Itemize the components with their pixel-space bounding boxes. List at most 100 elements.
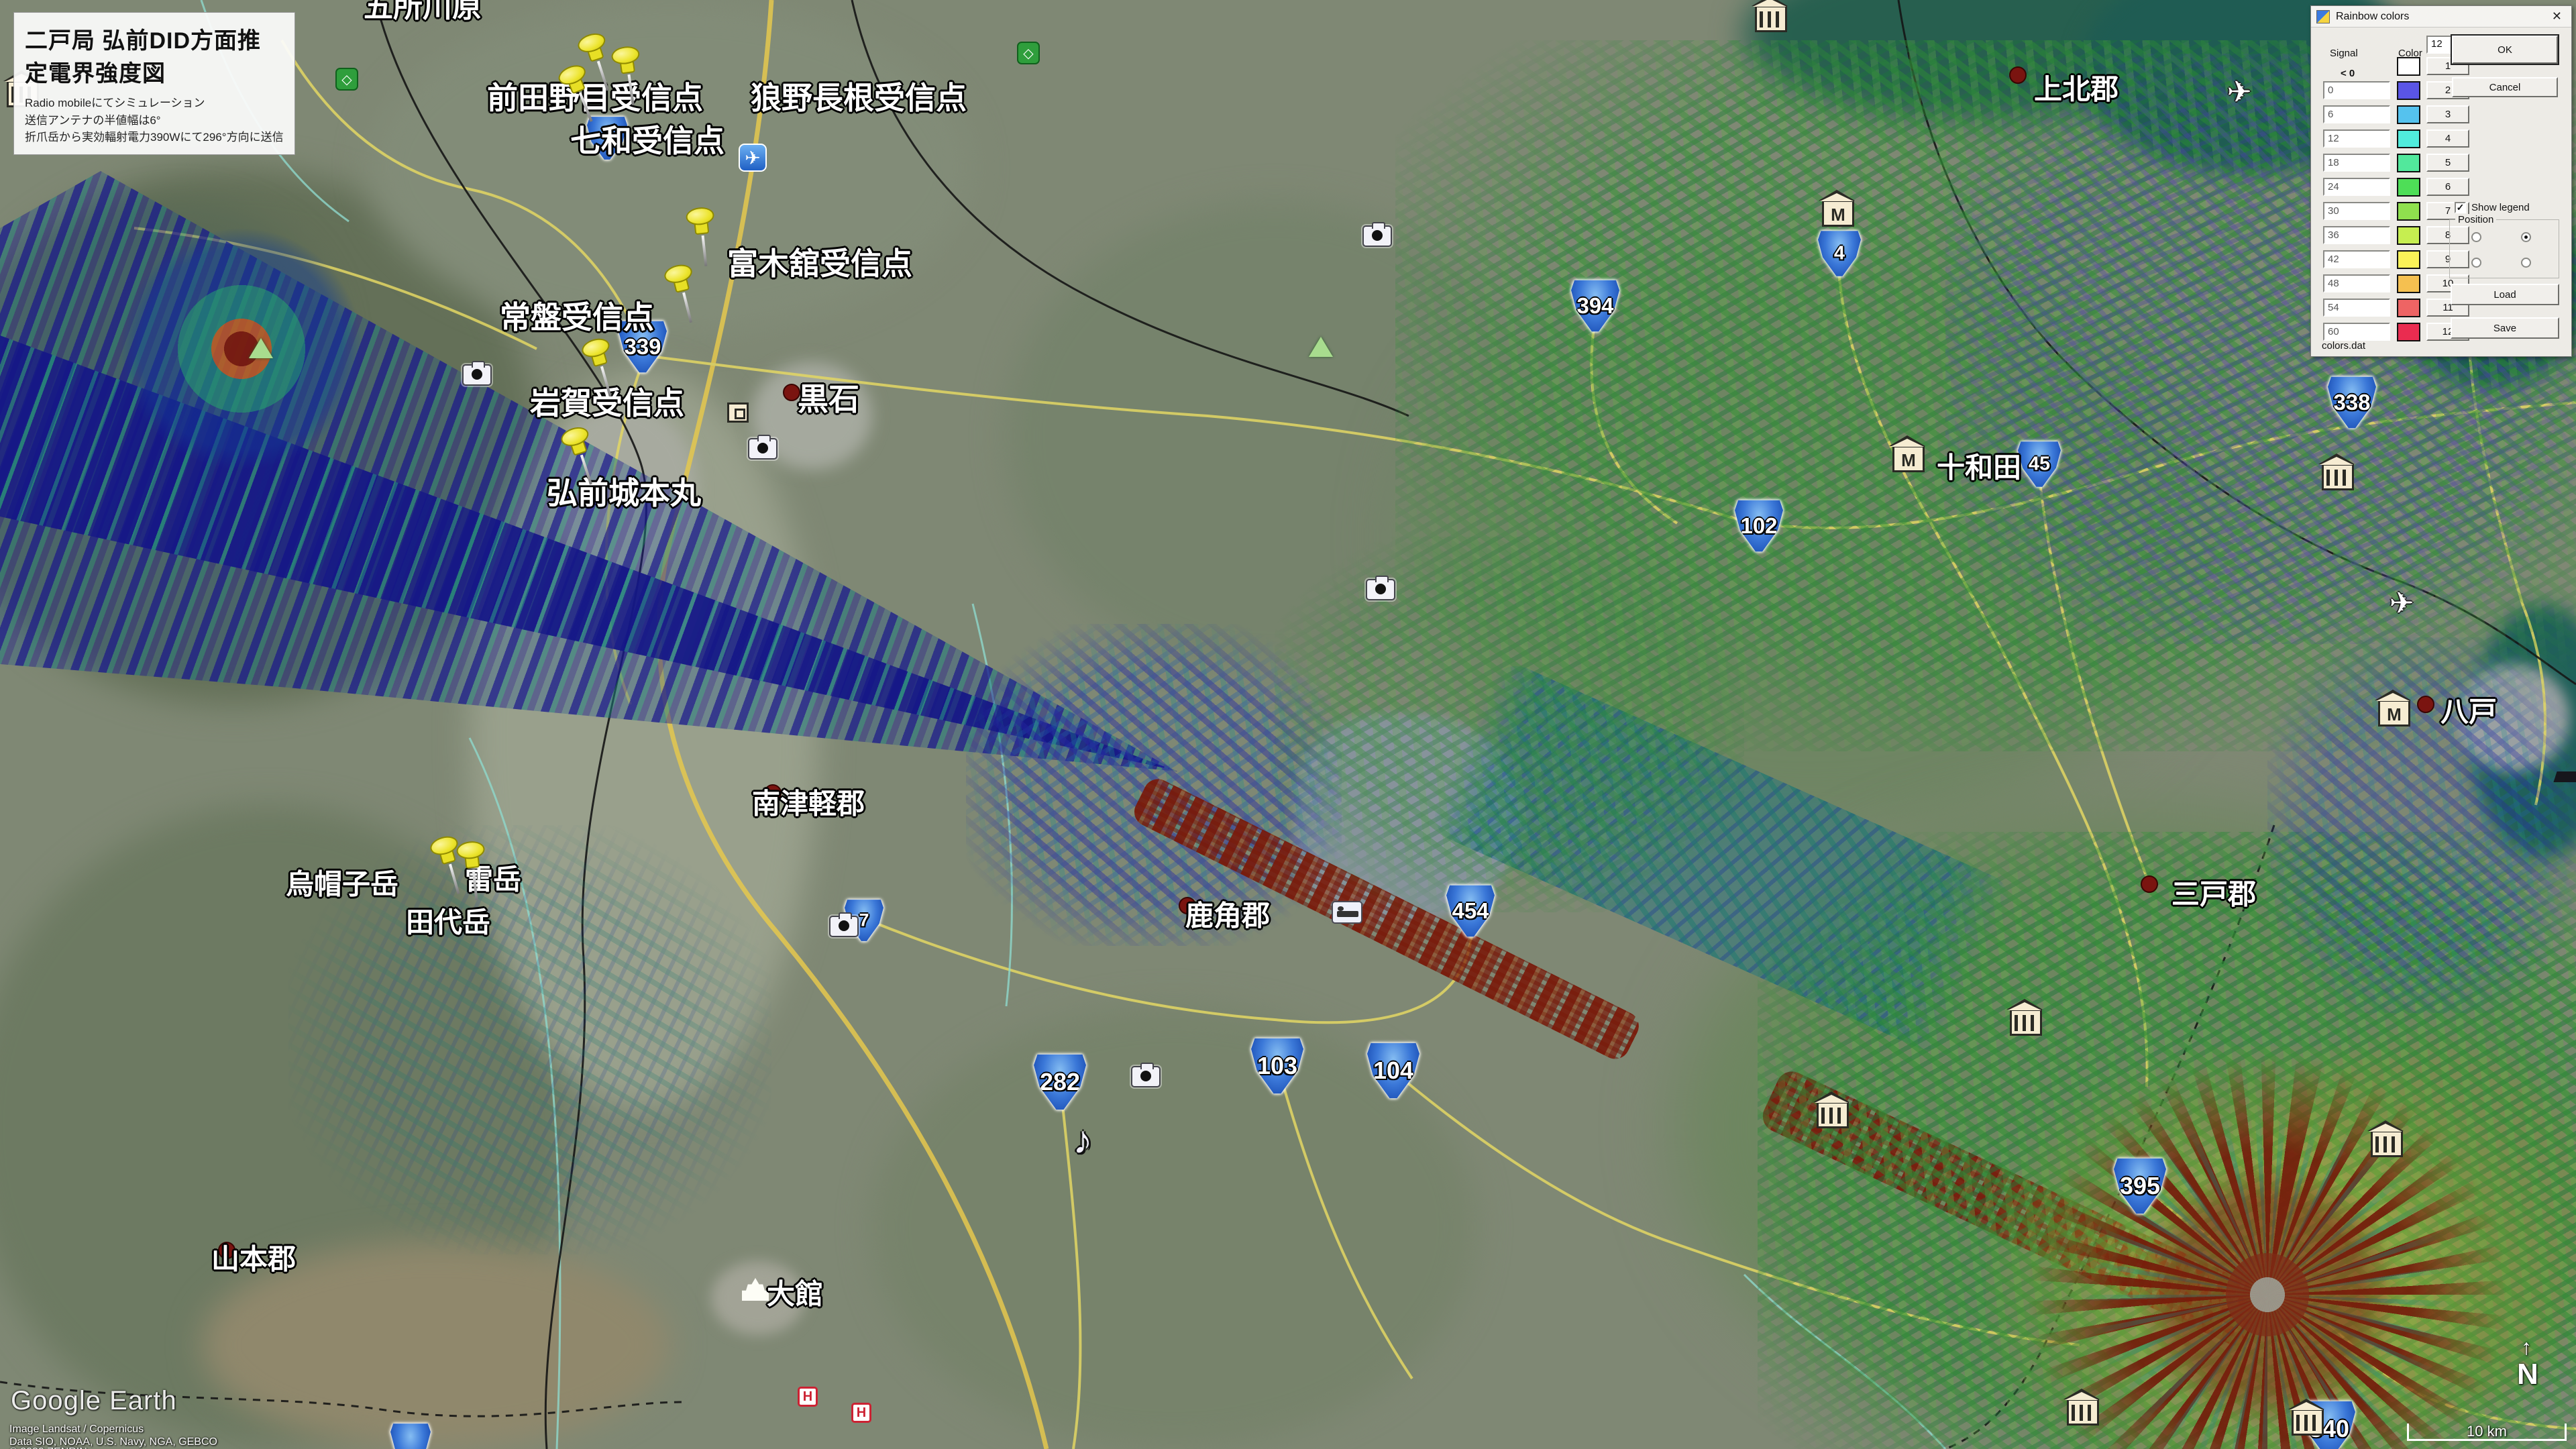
hospital-icon[interactable]: H: [798, 1387, 818, 1407]
color-swatch[interactable]: [2397, 129, 2420, 148]
color-swatch[interactable]: [2397, 299, 2420, 317]
bank-icon[interactable]: [1813, 1091, 1849, 1128]
route-number: 7: [859, 910, 869, 930]
color-swatch[interactable]: [2397, 57, 2420, 76]
color-row-button[interactable]: 4: [2426, 129, 2469, 148]
museum-icon[interactable]: M: [2375, 690, 2411, 727]
bank-icon[interactable]: [2288, 1399, 2324, 1436]
position-radio-top-left[interactable]: [2471, 232, 2481, 242]
camera-icon[interactable]: [1131, 1063, 1161, 1087]
signal-value-field[interactable]: [2323, 178, 2390, 196]
museum-icon[interactable]: M: [1889, 435, 1925, 472]
signal-value-field[interactable]: [2323, 202, 2390, 220]
iwaki-burst: [114, 228, 369, 470]
route-shield-102: 102: [1735, 500, 1783, 552]
color-swatch[interactable]: [2397, 274, 2420, 293]
color-swatch[interactable]: [2397, 178, 2420, 197]
signal-value-field[interactable]: [2323, 154, 2390, 172]
color-swatch[interactable]: [2397, 202, 2420, 221]
bank-icon[interactable]: [2063, 1389, 2100, 1426]
shield-shape: 394: [1571, 280, 1619, 332]
place-label: 烏帽子岳: [285, 868, 399, 900]
color-swatch[interactable]: [2397, 226, 2420, 245]
color-swatch[interactable]: [2397, 81, 2420, 100]
signal-value-field[interactable]: [2323, 274, 2390, 292]
city-dot: [218, 1242, 235, 1259]
dialog-titlebar[interactable]: Rainbow colors ✕: [2311, 6, 2571, 28]
save-button[interactable]: Save: [2451, 317, 2559, 339]
route-number: 102: [1740, 513, 1778, 538]
camera-icon[interactable]: [748, 435, 777, 460]
color-row-button[interactable]: 1: [2426, 57, 2469, 75]
colors-file-label: colors.dat: [2322, 340, 2366, 352]
place-label: 田代岳: [405, 906, 491, 938]
place-label: 黒石: [798, 382, 859, 417]
park-icon[interactable]: ◇: [335, 68, 358, 91]
signal-value-field[interactable]: [2323, 250, 2390, 268]
load-button[interactable]: Load: [2451, 284, 2559, 305]
color-row-button[interactable]: 5: [2426, 154, 2469, 172]
credit-line: © 2020 ZENRIN: [9, 1446, 87, 1449]
dialog-title: Rainbow colors: [2336, 10, 2410, 22]
bank-icon[interactable]: [2318, 453, 2355, 490]
ok-button[interactable]: OK: [2451, 34, 2559, 65]
route-shield-338: 338: [2328, 376, 2376, 429]
pushpin-icon[interactable]: [455, 840, 492, 904]
place-label: 上北郡: [2033, 73, 2119, 105]
color-swatch[interactable]: [2397, 105, 2420, 124]
position-radio-top-right[interactable]: [2521, 232, 2531, 242]
close-icon[interactable]: ✕: [2551, 9, 2562, 23]
park-icon[interactable]: ◇: [1017, 42, 1040, 64]
bank-icon[interactable]: [2367, 1120, 2404, 1157]
color-row-button[interactable]: 6: [2426, 178, 2469, 196]
color-row-button[interactable]: 3: [2426, 105, 2469, 123]
hospital-icon[interactable]: H: [851, 1403, 871, 1423]
route-shield: [390, 1424, 431, 1449]
color-row-button[interactable]: 8: [2426, 226, 2469, 244]
info-line: 送信アンテナの半値幅は6°: [25, 113, 161, 127]
camera-icon[interactable]: [462, 361, 492, 386]
airplane-icon[interactable]: ✈: [2389, 587, 2414, 620]
bank-icon[interactable]: [1752, 0, 1788, 32]
color-count-value[interactable]: 12: [2426, 36, 2455, 54]
shield-shape: [390, 1424, 431, 1449]
signal-value-field[interactable]: [2323, 226, 2390, 244]
place-label: 五所川原: [364, 0, 482, 23]
school-icon[interactable]: [2553, 771, 2576, 782]
camera-icon[interactable]: [1366, 576, 1395, 600]
museum-icon[interactable]: M: [1819, 190, 1855, 227]
route-number: 104: [1373, 1057, 1414, 1084]
signal-value-field[interactable]: [2323, 299, 2390, 317]
signal-value-field[interactable]: [2323, 81, 2390, 99]
show-legend-checkbox[interactable]: ✓: [2455, 202, 2466, 213]
pushpin-icon[interactable]: [684, 206, 721, 270]
cancel-button[interactable]: Cancel: [2452, 77, 2558, 97]
signal-value-field[interactable]: [2323, 105, 2390, 123]
color-swatch[interactable]: [2397, 250, 2420, 269]
place-label: 弘前城本丸: [547, 476, 701, 511]
shrine-icon[interactable]: [727, 402, 749, 423]
bank-icon[interactable]: [2006, 999, 2043, 1036]
music-note-icon[interactable]: ♪: [1073, 1118, 1093, 1162]
scale-bar: 10 km: [2407, 1423, 2567, 1441]
position-radio-bottom-right[interactable]: [2521, 258, 2531, 268]
signal-value-field[interactable]: [2323, 323, 2390, 341]
city-dot: [2141, 875, 2158, 893]
place-label: 南津軽郡: [751, 788, 865, 820]
airport-icon[interactable]: ✈: [739, 144, 767, 172]
color-row-button[interactable]: 11: [2426, 299, 2469, 317]
position-radio-bottom-left[interactable]: [2471, 258, 2481, 268]
info-line: Radio mobileにてシミュレーション: [25, 97, 205, 109]
camera-icon[interactable]: [829, 912, 859, 937]
camera-icon[interactable]: [1362, 222, 1392, 247]
color-row-button[interactable]: 9: [2426, 250, 2469, 268]
lodging-icon[interactable]: [1332, 901, 1362, 924]
color-swatch[interactable]: [2397, 154, 2420, 172]
city-dot: [2417, 696, 2434, 713]
color-swatch[interactable]: [2397, 323, 2420, 341]
airplane-icon[interactable]: ✈: [2226, 76, 2252, 109]
north-indicator: N: [2517, 1335, 2538, 1391]
signal-value-field[interactable]: [2323, 129, 2390, 148]
route-shield-45: 45: [2018, 441, 2061, 488]
